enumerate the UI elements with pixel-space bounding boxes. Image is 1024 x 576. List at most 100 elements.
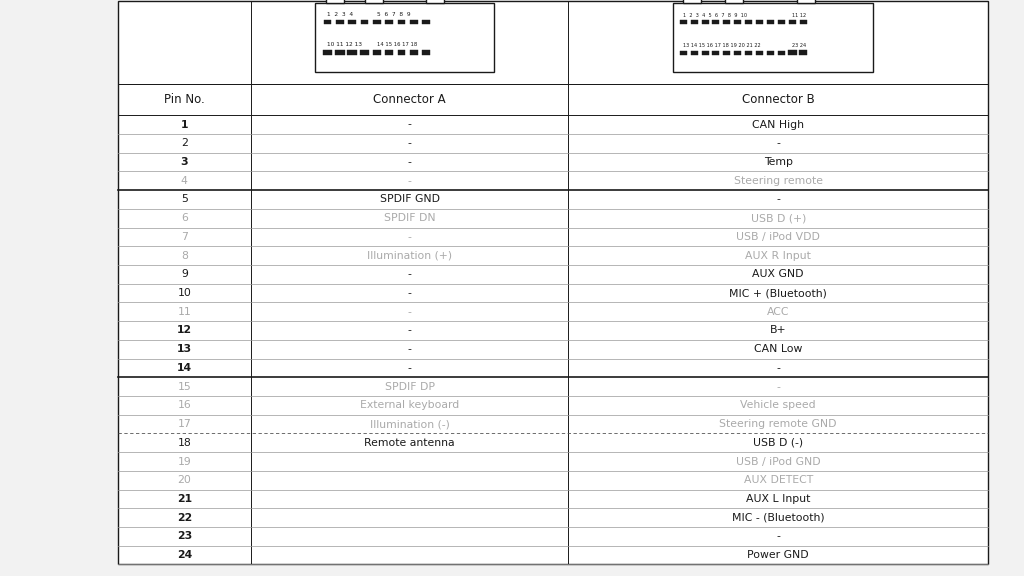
Bar [397, 20, 406, 24]
Text: Remote antenna: Remote antenna [365, 438, 455, 448]
Text: SPDIF DN: SPDIF DN [384, 213, 435, 223]
Bar [680, 20, 687, 24]
Text: -: - [408, 325, 412, 335]
Text: USB / iPod VDD: USB / iPod VDD [736, 232, 820, 242]
Text: 17: 17 [177, 419, 191, 429]
Text: 11: 11 [177, 307, 191, 317]
Text: 1  2  3  4: 1 2 3 4 [328, 12, 353, 17]
Text: 18: 18 [177, 438, 191, 448]
Text: Connector A: Connector A [374, 93, 445, 106]
Bar [397, 51, 406, 55]
Text: Power GND: Power GND [748, 550, 809, 560]
Text: -: - [408, 344, 412, 354]
Bar [336, 20, 344, 24]
Text: -: - [776, 532, 780, 541]
Text: 2: 2 [181, 138, 187, 148]
Text: 22: 22 [177, 513, 191, 522]
Bar [797, 0, 815, 3]
Text: MIC - (Bluetooth): MIC - (Bluetooth) [732, 513, 824, 522]
Bar [365, 0, 383, 3]
Text: -: - [776, 363, 780, 373]
Bar [778, 20, 784, 24]
Text: 4: 4 [181, 176, 187, 185]
Text: Illumination (-): Illumination (-) [370, 419, 450, 429]
Text: 9: 9 [181, 270, 187, 279]
Text: 11 12: 11 12 [793, 13, 806, 17]
Text: 21: 21 [177, 494, 191, 504]
Text: -: - [408, 270, 412, 279]
Bar [118, 1, 988, 564]
Text: AUX GND: AUX GND [753, 270, 804, 279]
Text: -: - [408, 307, 412, 317]
Text: 13 14 15 16 17 18 19 20 21 22: 13 14 15 16 17 18 19 20 21 22 [683, 43, 761, 48]
Text: 14: 14 [177, 363, 191, 373]
Bar [745, 20, 752, 24]
Text: 12: 12 [177, 325, 191, 335]
Text: -: - [408, 232, 412, 242]
Text: -: - [776, 138, 780, 148]
Text: 5  6  7  8  9: 5 6 7 8 9 [377, 12, 411, 17]
Text: AUX DETECT: AUX DETECT [743, 475, 813, 485]
Bar [683, 0, 701, 3]
Text: -: - [408, 120, 412, 130]
Bar [799, 50, 807, 55]
Text: 10 11 12 13: 10 11 12 13 [328, 43, 362, 47]
Bar [701, 51, 709, 55]
Bar [787, 50, 797, 55]
Text: 16: 16 [177, 400, 191, 410]
Text: Steering remote: Steering remote [734, 176, 822, 185]
Text: -: - [408, 288, 412, 298]
Bar [767, 51, 774, 55]
Bar [385, 51, 393, 55]
Bar [725, 0, 743, 3]
Text: SPDIF GND: SPDIF GND [380, 195, 439, 204]
Bar [745, 51, 752, 55]
Text: Connector B: Connector B [741, 93, 815, 106]
Bar [348, 20, 356, 24]
Text: Steering remote GND: Steering remote GND [720, 419, 837, 429]
Bar [767, 20, 774, 24]
Text: MIC + (Bluetooth): MIC + (Bluetooth) [729, 288, 827, 298]
Bar [690, 51, 697, 55]
Text: Vehicle speed: Vehicle speed [740, 400, 816, 410]
Text: 23 24: 23 24 [793, 43, 806, 48]
Bar [756, 20, 763, 24]
Text: 20: 20 [177, 475, 191, 485]
Text: 23: 23 [177, 532, 191, 541]
Bar [410, 20, 418, 24]
Bar [359, 50, 370, 55]
Text: 10: 10 [177, 288, 191, 298]
Bar [335, 50, 344, 55]
Text: AUX R Input: AUX R Input [745, 251, 811, 260]
Text: 3: 3 [180, 157, 188, 167]
Bar [674, 3, 872, 72]
Text: -: - [408, 176, 412, 185]
Bar [360, 20, 369, 24]
Text: CAN High: CAN High [753, 120, 804, 130]
Text: -: - [408, 363, 412, 373]
Text: 5: 5 [181, 195, 187, 204]
Bar [385, 20, 393, 24]
Text: -: - [408, 157, 412, 167]
Text: ACC: ACC [767, 307, 790, 317]
Text: B+: B+ [770, 325, 786, 335]
Text: 15: 15 [177, 382, 191, 392]
Text: External keyboard: External keyboard [360, 400, 459, 410]
Bar [422, 51, 430, 55]
Bar [778, 51, 784, 55]
Bar [680, 51, 687, 55]
Text: 6: 6 [181, 213, 187, 223]
Text: 19: 19 [177, 457, 191, 467]
Bar [690, 20, 697, 24]
Text: USB D (+): USB D (+) [751, 213, 806, 223]
Bar [788, 20, 796, 24]
Text: CAN Low: CAN Low [754, 344, 803, 354]
Bar [422, 20, 430, 24]
Bar [410, 51, 418, 55]
Text: 13: 13 [177, 344, 191, 354]
Text: Pin No.: Pin No. [164, 93, 205, 106]
Text: 7: 7 [181, 232, 187, 242]
Text: 24: 24 [177, 550, 191, 560]
Bar [324, 20, 332, 24]
Text: USB / iPod GND: USB / iPod GND [736, 457, 820, 467]
